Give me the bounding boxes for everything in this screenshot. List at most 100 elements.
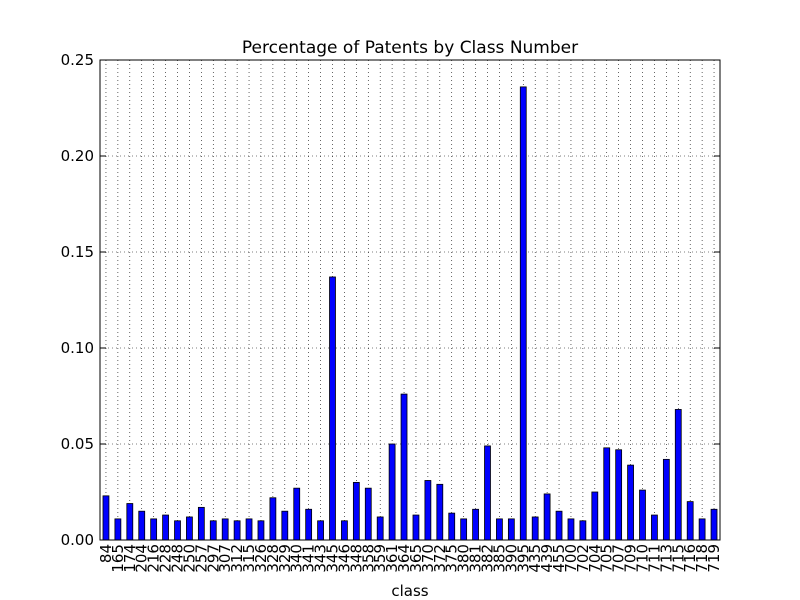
bar	[209, 520, 217, 541]
x-tick-label: 174	[121, 544, 139, 573]
x-tick-label: 326	[252, 544, 270, 573]
x-tick-label: 228	[157, 544, 175, 573]
bar	[102, 495, 110, 541]
y-tick-label: 0.00	[61, 531, 94, 549]
x-tick-label: 713	[657, 544, 675, 573]
x-tick-label: 315	[240, 544, 258, 573]
bar	[531, 516, 539, 541]
chart-title: Percentage of Patents by Class Number	[242, 38, 578, 58]
plot-frame	[99, 59, 721, 541]
x-tick-label: 84	[97, 544, 115, 563]
y-tick-label: 0.20	[61, 147, 94, 165]
x-tick-label: 204	[133, 544, 151, 573]
bar	[460, 518, 468, 541]
bar	[674, 409, 682, 541]
bar	[126, 503, 134, 541]
x-tick-label: 257	[192, 544, 210, 573]
x-tick-label: 705	[598, 544, 616, 573]
bar	[579, 520, 587, 541]
x-tick-label: 345	[324, 544, 342, 573]
x-tick-label: 216	[145, 544, 163, 573]
bar	[150, 518, 158, 541]
x-tick-label: 359	[371, 544, 389, 573]
bar	[496, 518, 503, 541]
bar	[376, 516, 384, 541]
x-tick-label: 165	[109, 544, 127, 573]
y-tick-label: 0.05	[61, 435, 94, 453]
bar	[305, 508, 313, 541]
bar	[412, 514, 420, 541]
x-tick-label: 297	[204, 544, 222, 573]
bar	[329, 276, 336, 541]
bar	[567, 518, 575, 541]
bar	[269, 497, 277, 541]
x-tick-label: 372	[431, 544, 449, 573]
bar	[388, 443, 396, 541]
x-tick-label: 250	[180, 544, 198, 573]
bar	[138, 510, 146, 541]
x-tick-label: 711	[645, 544, 663, 573]
bar	[627, 464, 634, 541]
bar	[519, 86, 527, 541]
bar	[400, 393, 408, 541]
x-tick-label: 340	[288, 544, 306, 573]
x-tick-label: 709	[622, 544, 640, 573]
bar	[543, 493, 551, 541]
bar	[352, 481, 360, 541]
x-tick-label: 710	[634, 544, 652, 573]
x-tick-label: 715	[669, 544, 687, 573]
x-tick-label: 439	[538, 544, 556, 573]
x-tick-label: 328	[264, 544, 282, 573]
y-tick-label: 0.15	[61, 243, 94, 261]
x-tick-label: 719	[705, 544, 723, 573]
x-tick-label: 718	[693, 544, 711, 573]
bar	[197, 506, 205, 541]
bar	[591, 491, 599, 541]
x-tick-label: 704	[586, 544, 604, 573]
bar	[341, 520, 348, 541]
x-tick-label: 329	[276, 544, 294, 573]
x-tick-label: 248	[169, 544, 187, 573]
x-tick-label: 390	[502, 544, 520, 573]
bar	[615, 449, 623, 541]
bar	[186, 516, 193, 541]
bar	[317, 520, 324, 541]
bar	[448, 512, 456, 541]
bar	[293, 487, 301, 541]
bar	[686, 501, 694, 541]
x-tick-label: 307	[216, 544, 234, 573]
bar	[436, 483, 444, 541]
x-tick-label: 707	[610, 544, 628, 573]
x-tick-label: 700	[562, 544, 580, 573]
x-tick-label: 382	[479, 544, 497, 573]
x-tick-label: 381	[467, 544, 485, 573]
x-tick-label: 361	[383, 544, 401, 573]
x-tick-label: 702	[574, 544, 592, 573]
bar	[364, 487, 372, 541]
x-tick-label: 385	[490, 544, 508, 573]
bar	[507, 518, 515, 541]
bar	[710, 508, 718, 541]
x-tick-label: 455	[550, 544, 568, 573]
x-tick-label: 435	[526, 544, 544, 573]
bar	[174, 520, 181, 541]
y-tick-label: 0.10	[61, 339, 94, 357]
x-tick-label: 380	[455, 544, 473, 573]
x-tick-label: 312	[228, 544, 246, 573]
bar	[233, 520, 241, 541]
bar	[472, 508, 479, 541]
x-axis-label: class	[391, 582, 428, 600]
y-tick-label: 0.25	[61, 51, 94, 69]
bar	[257, 520, 265, 541]
bar	[555, 510, 563, 541]
x-tick-label: 358	[359, 544, 377, 573]
bar	[162, 514, 169, 541]
bar	[639, 489, 646, 541]
x-tick-label: 375	[443, 544, 461, 573]
bar	[245, 518, 253, 541]
bar	[662, 458, 670, 541]
x-tick-label: 364	[395, 544, 413, 573]
x-tick-label: 370	[419, 544, 437, 573]
x-tick-label: 395	[514, 544, 532, 573]
